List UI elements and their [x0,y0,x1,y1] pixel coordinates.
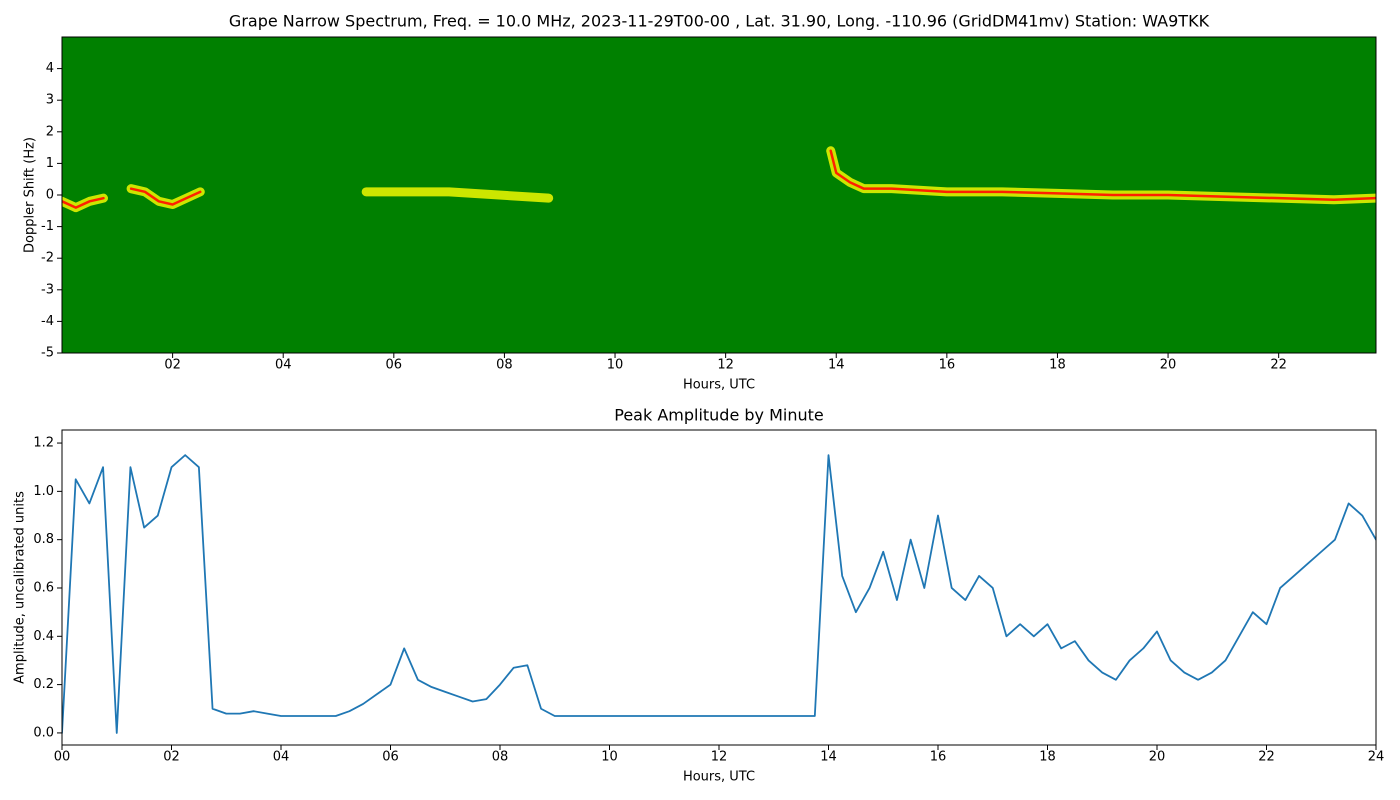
y-tick-label: 1.2 [33,436,54,451]
y-tick-label: 1.0 [33,484,54,499]
x-tick-label: 20 [1149,750,1166,765]
x-tick-label: 18 [1049,358,1066,373]
x-tick-label: 12 [711,750,728,765]
plot-area [62,430,1376,745]
y-tick-label: -4 [41,314,54,329]
x-tick-label: 08 [492,750,509,765]
x-tick-label: 16 [939,358,956,373]
x-tick-label: 00 [54,750,71,765]
y-tick-label: 2 [46,124,54,139]
y-tick-label: -5 [41,346,54,361]
x-tick-label: 06 [382,750,399,765]
y-tick-label: 0.2 [33,677,54,692]
x-tick-label: 24 [1368,750,1385,765]
plot-frame [61,429,1377,746]
y-axis-label: Amplitude, uncalibrated units [13,491,28,684]
y-tick-label: 1 [46,156,54,171]
doppler-trace [62,149,1376,209]
x-tick-label: 08 [496,358,513,373]
x-axis-label: Hours, UTC [683,378,755,393]
x-tick-label: 18 [1039,750,1056,765]
y-tick-label: -3 [41,282,54,297]
x-tick-label: 10 [607,358,624,373]
y-tick-label: 0.0 [33,725,54,740]
x-tick-label: 04 [275,358,292,373]
x-tick-label: 02 [164,358,181,373]
x-tick-label: 16 [930,750,947,765]
y-tick-label: 0.6 [33,580,54,595]
amplitude-line [62,454,1376,734]
y-tick-label: -2 [41,251,54,266]
y-tick-label: 4 [46,61,54,76]
x-tick-label: 10 [601,750,618,765]
x-tick-label: 02 [163,750,180,765]
y-axis-label: Doppler Shift (Hz) [23,137,38,253]
x-tick-label: 14 [820,750,837,765]
x-tick-label: 20 [1160,358,1177,373]
chart-title: Peak Amplitude by Minute [614,406,824,425]
x-tick-label: 06 [386,358,403,373]
x-tick-label: 14 [828,358,845,373]
y-tick-label: 3 [46,93,54,108]
x-tick-label: 22 [1258,750,1275,765]
x-axis-label: Hours, UTC [683,770,755,785]
y-tick-label: -1 [41,219,54,234]
x-tick-label: 04 [273,750,290,765]
chart-title: Grape Narrow Spectrum, Freq. = 10.0 MHz,… [229,12,1210,31]
y-tick-label: 0 [46,188,54,203]
y-tick-label: 0.4 [33,629,54,644]
plot-frame [61,36,1377,354]
x-tick-label: 22 [1270,358,1287,373]
y-tick-label: 0.8 [33,532,54,547]
x-tick-label: 12 [717,358,734,373]
